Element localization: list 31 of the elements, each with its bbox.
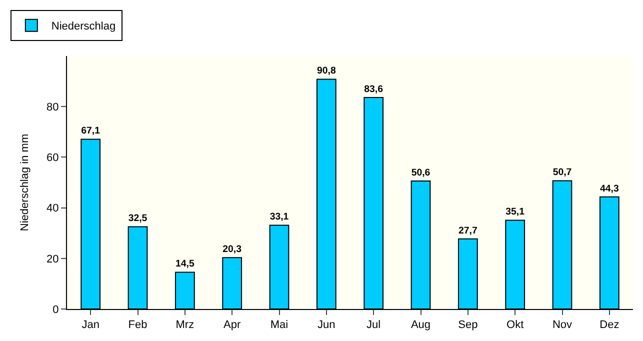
y-tick-label: 20 — [46, 253, 59, 266]
data-label: 27,7 — [458, 225, 478, 236]
y-axis-title: Niederschlag in mm — [19, 134, 32, 232]
y-tick-label: 0 — [52, 304, 59, 316]
data-label: 67,1 — [81, 126, 101, 137]
x-tick-label: Okt — [506, 319, 524, 332]
data-label: 50,7 — [552, 167, 572, 178]
x-tick-label: Nov — [552, 319, 573, 332]
x-tick-label: Dez — [600, 319, 620, 332]
x-tick-label: Feb — [128, 319, 148, 332]
data-label: 32,5 — [128, 213, 148, 224]
data-label: 44,3 — [600, 183, 620, 194]
x-tick-label: Jun — [318, 319, 336, 332]
x-tick-label: Jan — [82, 319, 100, 332]
data-label: 33,1 — [270, 212, 290, 223]
data-label: 90,8 — [317, 66, 336, 77]
x-tick-label: Mai — [270, 319, 288, 332]
data-label: 83,6 — [364, 84, 384, 95]
x-tick-label: Sep — [458, 319, 478, 332]
x-tick-label: Jul — [366, 319, 381, 332]
data-label: 50,6 — [411, 167, 431, 178]
y-tick-label: 40 — [46, 202, 59, 215]
y-tick-label: 80 — [46, 101, 59, 114]
data-label: 35,1 — [506, 206, 526, 218]
x-tick-label: Mrz — [176, 319, 194, 332]
data-label: 20,3 — [222, 244, 242, 255]
x-tick-label: Aug — [410, 319, 431, 332]
data-label: 14,5 — [176, 258, 195, 270]
legend-label: Niederschlag — [51, 20, 116, 33]
x-tick-label: Apr — [224, 319, 241, 332]
y-tick-label: 60 — [46, 152, 59, 164]
